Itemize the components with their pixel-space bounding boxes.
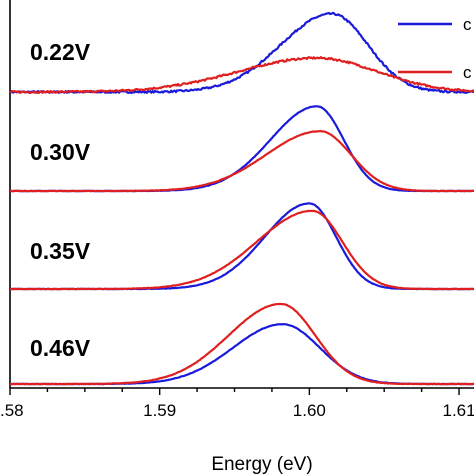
legend-label: c xyxy=(463,15,472,34)
legend: cc xyxy=(398,15,472,82)
voltage-label: 0.35V xyxy=(30,238,91,264)
x-axis-title: Energy (eV) xyxy=(211,454,312,474)
spectra-curves xyxy=(9,11,474,386)
spectrum-red-0_22V xyxy=(9,56,474,94)
x-tick-label: 1.59 xyxy=(143,401,176,420)
voltage-label: 0.22V xyxy=(30,39,91,65)
x-tick-label: 1.60 xyxy=(293,401,326,420)
voltage-labels: 0.22V 0.30V 0.35V 0.46V xyxy=(30,39,91,361)
plot-frame xyxy=(9,0,474,389)
spectrum-red-0_35V xyxy=(9,209,474,291)
voltage-label: 0.30V xyxy=(30,139,91,165)
spectrum-red-0_46V xyxy=(9,302,474,386)
x-axis: .58 1.59 1.60 1.61 xyxy=(0,388,474,420)
voltage-label: 0.46V xyxy=(30,335,91,361)
x-tick-label: 1.61 xyxy=(442,401,474,420)
legend-label: c xyxy=(463,63,472,82)
spectrum-red-0_30V xyxy=(9,130,474,193)
x-tick-label: .58 xyxy=(0,401,24,420)
